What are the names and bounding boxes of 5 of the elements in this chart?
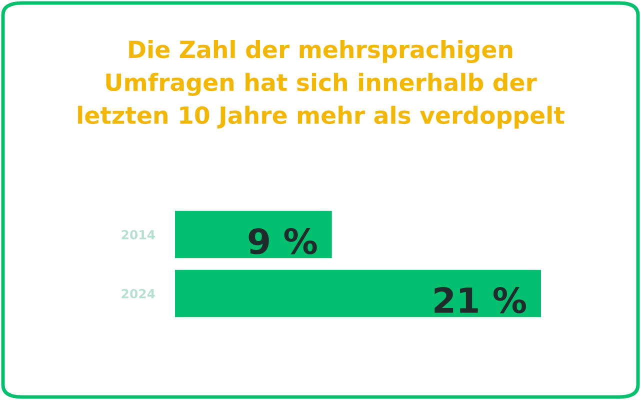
data-label: 9 %	[248, 228, 317, 254]
data-label: 21 %	[434, 287, 526, 314]
y-tick-label: 2024	[122, 288, 155, 298]
chart-title: Die Zahl der mehrsprachigen Umfragen hat sich innerhalb der letzten 10 Jahre mehr als verdoppelt	[78, 40, 564, 129]
y-tick-label: 2014	[122, 230, 155, 240]
